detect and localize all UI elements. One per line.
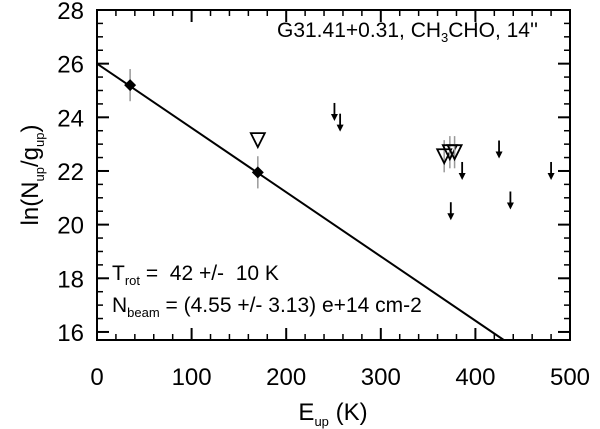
upper-limit-arrowhead [547,172,555,180]
y-tick-label: 24 [57,105,84,132]
plot-frame [96,9,571,341]
x-tick-label: 400 [455,364,495,391]
y-tick-label: 18 [57,266,84,293]
upper-limit-arrowhead [506,202,514,210]
x-tick-label: 300 [361,364,401,391]
upper-limit-arrowhead [330,113,338,121]
x-tick-label: 100 [172,364,212,391]
y-tick-label: 22 [57,159,84,186]
upper-limit-arrowhead [447,213,455,221]
blended-point [446,144,464,162]
fit-line [96,62,505,341]
x-tick-label: 200 [266,364,306,391]
x-tick-label: 0 [90,364,103,391]
x-axis-label: Eup (K) [298,399,367,429]
y-tick-label: 16 [57,320,84,347]
y-tick-label: 28 [57,0,84,25]
y-tick-label: 26 [57,52,84,79]
trot-result: Trot = 42 +/- 10 K [112,262,279,288]
blended-point [249,132,267,150]
y-axis-label: ln(Nup/gup) [17,125,47,226]
detection-point [124,79,137,92]
upper-limit-arrowhead [495,151,503,159]
detection-point [251,166,264,179]
x-tick-label: 500 [550,364,590,391]
annotation-title: G31.41+0.31, CH3CHO, 14'' [277,19,538,45]
y-tick-label: 20 [57,213,84,240]
axis-ticks [96,9,571,340]
x-tick-labels: 0 100 200 300 400 500 [90,364,590,391]
nbeam-result: Nbeam = (4.55 +/- 3.13) e+14 cm-2 [112,294,422,320]
data-marks [96,62,555,341]
upper-limit-arrowhead [336,124,344,132]
y-tick-labels: 16 18 20 22 24 26 28 [57,0,84,347]
upper-limit-arrowhead [458,172,466,180]
